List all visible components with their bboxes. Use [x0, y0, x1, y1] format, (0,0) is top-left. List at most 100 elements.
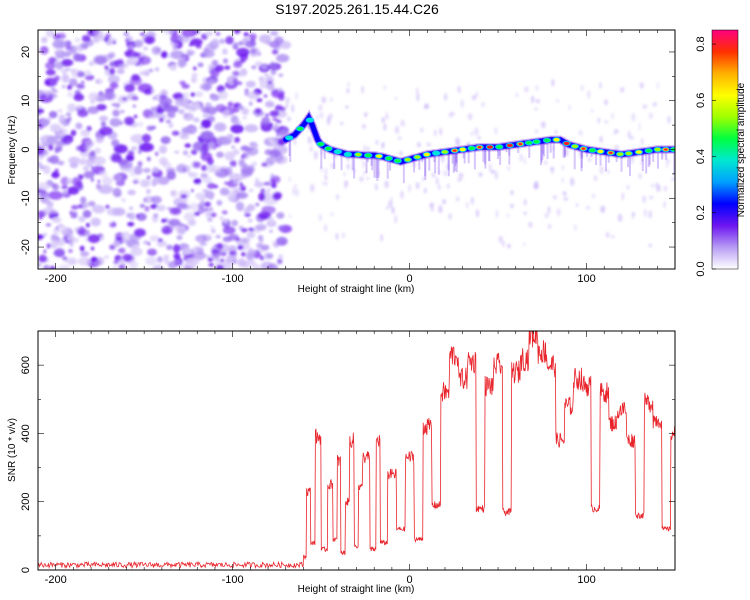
noise-blob: [66, 257, 78, 266]
speckle-blob: [649, 112, 653, 120]
noise-blob: [80, 129, 90, 137]
noise-blob: [232, 77, 239, 85]
noise-blob: [152, 166, 159, 173]
noise-blob: [190, 76, 197, 84]
track-blob-core: [496, 145, 503, 149]
noise-blob: [235, 237, 241, 242]
speckle-blob: [309, 147, 312, 151]
track-blob-core: [375, 154, 382, 158]
speckle-blob: [293, 184, 297, 189]
noise-blob: [162, 30, 175, 35]
track-blob-core: [394, 159, 401, 163]
speckle-blob: [361, 124, 367, 130]
noise-blob: [112, 187, 122, 198]
noise-blob: [157, 256, 163, 263]
track-smear: [451, 150, 454, 164]
noise-blob: [137, 149, 142, 154]
noise-blob: [190, 38, 203, 46]
noise-blob: [38, 234, 43, 241]
speckle-blob: [611, 234, 615, 239]
noise-blob: [269, 229, 273, 233]
snr-panel: -200 -100 0 100 0 200 400 600 Height of straigh…: [7, 330, 676, 595]
noise-blob: [277, 225, 284, 231]
speckle-blob: [460, 99, 464, 109]
noise-blob: [124, 50, 132, 56]
noise-blob: [246, 252, 255, 261]
track-smear: [323, 146, 326, 160]
speckle-blob: [335, 232, 339, 241]
noise-blob: [64, 51, 72, 57]
noise-blob: [234, 120, 241, 125]
speckle-blob: [629, 135, 634, 140]
speckle-blob: [426, 142, 431, 147]
noise-blob: [127, 221, 135, 227]
noise-blob: [205, 102, 212, 108]
noise-blob: [150, 195, 162, 204]
noise-blob: [54, 247, 66, 258]
noise-blob: [276, 133, 280, 137]
noise-blob: [241, 187, 246, 191]
speckle-blob: [611, 112, 614, 120]
noise-blob: [112, 40, 117, 45]
noise-blob: [233, 42, 239, 48]
noise-blob: [38, 108, 45, 114]
noise-blob: [216, 136, 227, 144]
noise-blob: [241, 107, 250, 116]
speckle-blob: [377, 171, 380, 175]
noise-blob: [87, 234, 101, 244]
speckle-blob: [366, 146, 370, 154]
speckle-blob: [343, 172, 346, 177]
track-blob-core: [365, 153, 372, 158]
speckle-blob: [507, 165, 511, 171]
speckle-blob: [510, 190, 514, 196]
noise-blob: [91, 156, 106, 166]
noise-blob: [232, 104, 241, 113]
speckle-blob: [438, 170, 441, 174]
noise-blob: [74, 37, 81, 43]
noise-blob: [278, 254, 284, 260]
track-smear: [505, 145, 508, 153]
noise-blob: [57, 109, 63, 113]
noise-blob: [178, 36, 184, 42]
noise-blob: [211, 38, 220, 46]
noise-blob: [67, 186, 80, 195]
noise-blob: [247, 218, 253, 223]
speckle-blob: [523, 242, 526, 247]
noise-blob: [152, 96, 157, 101]
track-smear: [386, 158, 389, 179]
y-tick-label: 0: [20, 146, 32, 152]
noise-blob: [132, 104, 137, 108]
speckle-blob: [621, 192, 625, 201]
noise-blob: [222, 236, 232, 243]
noise-blob: [112, 221, 116, 225]
track-smear: [628, 153, 631, 177]
x-tick-label: 0: [407, 273, 413, 285]
speckle-blob: [573, 224, 577, 231]
noise-blob: [233, 60, 243, 69]
noise-blob: [233, 30, 241, 35]
track-blob-core: [306, 118, 313, 122]
noise-blob: [134, 39, 144, 48]
track-smear: [546, 140, 549, 159]
noise-blob: [277, 258, 283, 265]
noise-blob: [190, 189, 194, 193]
track-blob-peak: [609, 151, 613, 154]
noise-blob: [224, 151, 236, 161]
noise-blob: [230, 124, 244, 134]
track-blob-core: [597, 149, 604, 154]
noise-blob: [66, 84, 73, 90]
speckle-blob: [416, 87, 419, 94]
track-smear: [366, 155, 369, 162]
noise-blob: [97, 233, 103, 237]
speckle-blob: [640, 160, 644, 165]
noise-blob: [271, 182, 277, 189]
noise-blob: [158, 145, 168, 154]
noise-blob: [257, 235, 264, 241]
noise-blob: [129, 44, 134, 49]
noise-blob: [275, 119, 282, 124]
track-smear: [447, 151, 450, 171]
speckle-blob: [415, 181, 420, 190]
noise-blob: [236, 192, 249, 199]
noise-blob: [44, 77, 58, 87]
noise-blob: [159, 117, 164, 123]
